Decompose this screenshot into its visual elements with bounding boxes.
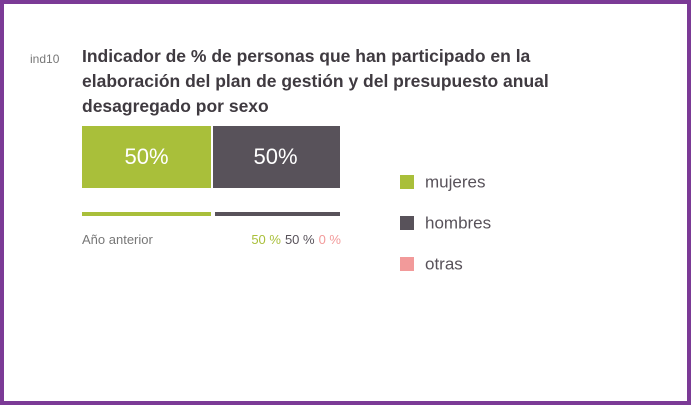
legend-text: otras [425, 254, 463, 273]
bar-segment [82, 126, 211, 188]
bar-label: 50% [253, 144, 297, 169]
previous-bar [82, 212, 211, 216]
bar-segment [213, 126, 340, 188]
bar-label: 50% [124, 144, 168, 169]
previous-bar [215, 212, 340, 216]
previous-label: Año anterior [82, 232, 153, 247]
previous-value: 0 % [318, 232, 341, 247]
chart-title: Indicador de % de personas que han parti… [82, 46, 549, 116]
indicator-code: ind10 [30, 52, 60, 66]
legend-swatch [400, 175, 414, 189]
legend-swatch [400, 257, 414, 271]
legend-swatch [400, 216, 414, 230]
previous-value: 50 % [251, 232, 281, 247]
legend-text: mujeres [425, 172, 485, 191]
legend-text: hombres [425, 213, 491, 232]
previous-value: 50 % [284, 232, 315, 247]
previous-values: 50 % 50 % 0 % [247, 232, 341, 247]
